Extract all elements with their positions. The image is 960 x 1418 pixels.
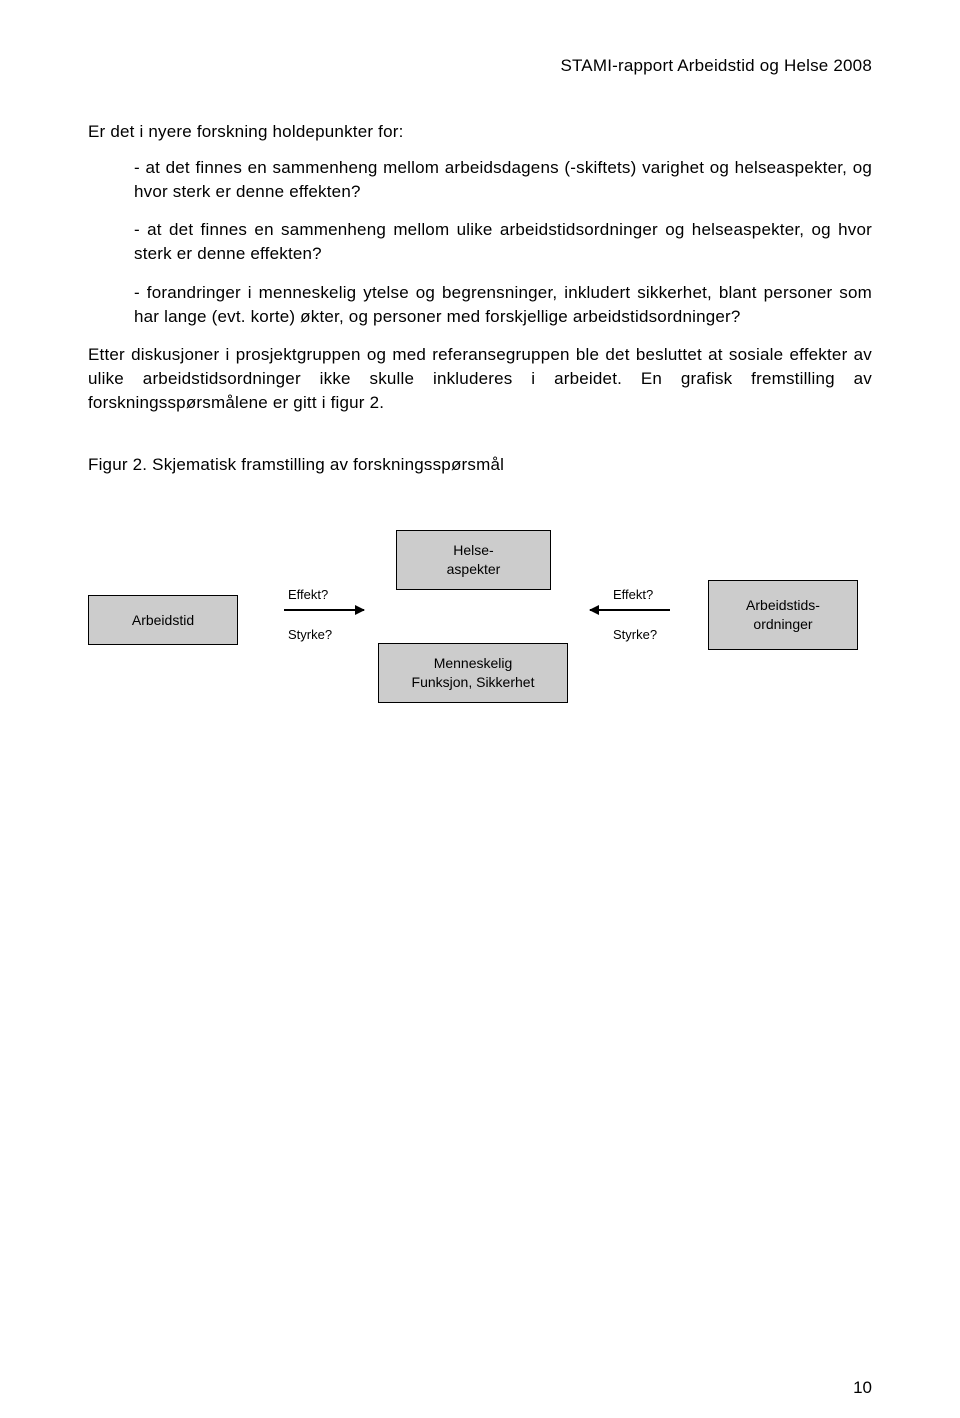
arrow-right-to-center	[590, 609, 670, 611]
box-menneskelig: Menneskelig Funksjon, Sikkerhet	[378, 643, 568, 703]
box-right-line1: Arbeidstids-	[746, 596, 820, 615]
body-paragraph: Etter diskusjoner i prosjektgruppen og m…	[88, 343, 872, 415]
report-header: STAMI-rapport Arbeidstid og Helse 2008	[88, 56, 872, 76]
label-effekt-left: Effekt?	[288, 587, 328, 602]
bullet-block: - at det finnes en sammenheng mellom arb…	[88, 156, 872, 329]
page-number: 10	[853, 1378, 872, 1398]
box-bottom-line1: Menneskelig	[434, 654, 513, 673]
figure-caption: Figur 2. Skjematisk framstilling av fors…	[88, 455, 872, 475]
label-styrke-right: Styrke?	[613, 627, 657, 642]
bullet-1: - at det finnes en sammenheng mellom arb…	[134, 156, 872, 204]
label-styrke-left: Styrke?	[288, 627, 332, 642]
document-page: STAMI-rapport Arbeidstid og Helse 2008 E…	[0, 0, 960, 1418]
bullet-2: - at det finnes en sammenheng mellom uli…	[134, 218, 872, 266]
label-effekt-right: Effekt?	[613, 587, 653, 602]
box-arbeidstidsordninger: Arbeidstids- ordninger	[708, 580, 858, 650]
box-right-line2: ordninger	[753, 615, 812, 634]
box-bottom-line2: Funksjon, Sikkerhet	[412, 673, 535, 692]
box-top-line1: Helse-	[453, 541, 493, 560]
intro-line: Er det i nyere forskning holdepunkter fo…	[88, 122, 872, 142]
box-left-text: Arbeidstid	[132, 611, 194, 630]
bullet-3: - forandringer i menneskelig ytelse og b…	[134, 281, 872, 329]
box-arbeidstid: Arbeidstid	[88, 595, 238, 645]
box-helseaspekter: Helse- aspekter	[396, 530, 551, 590]
arrow-left-to-center	[284, 609, 364, 611]
figure-2-diagram: Arbeidstid Helse- aspekter Menneskelig F…	[88, 515, 858, 735]
box-top-line2: aspekter	[447, 560, 501, 579]
